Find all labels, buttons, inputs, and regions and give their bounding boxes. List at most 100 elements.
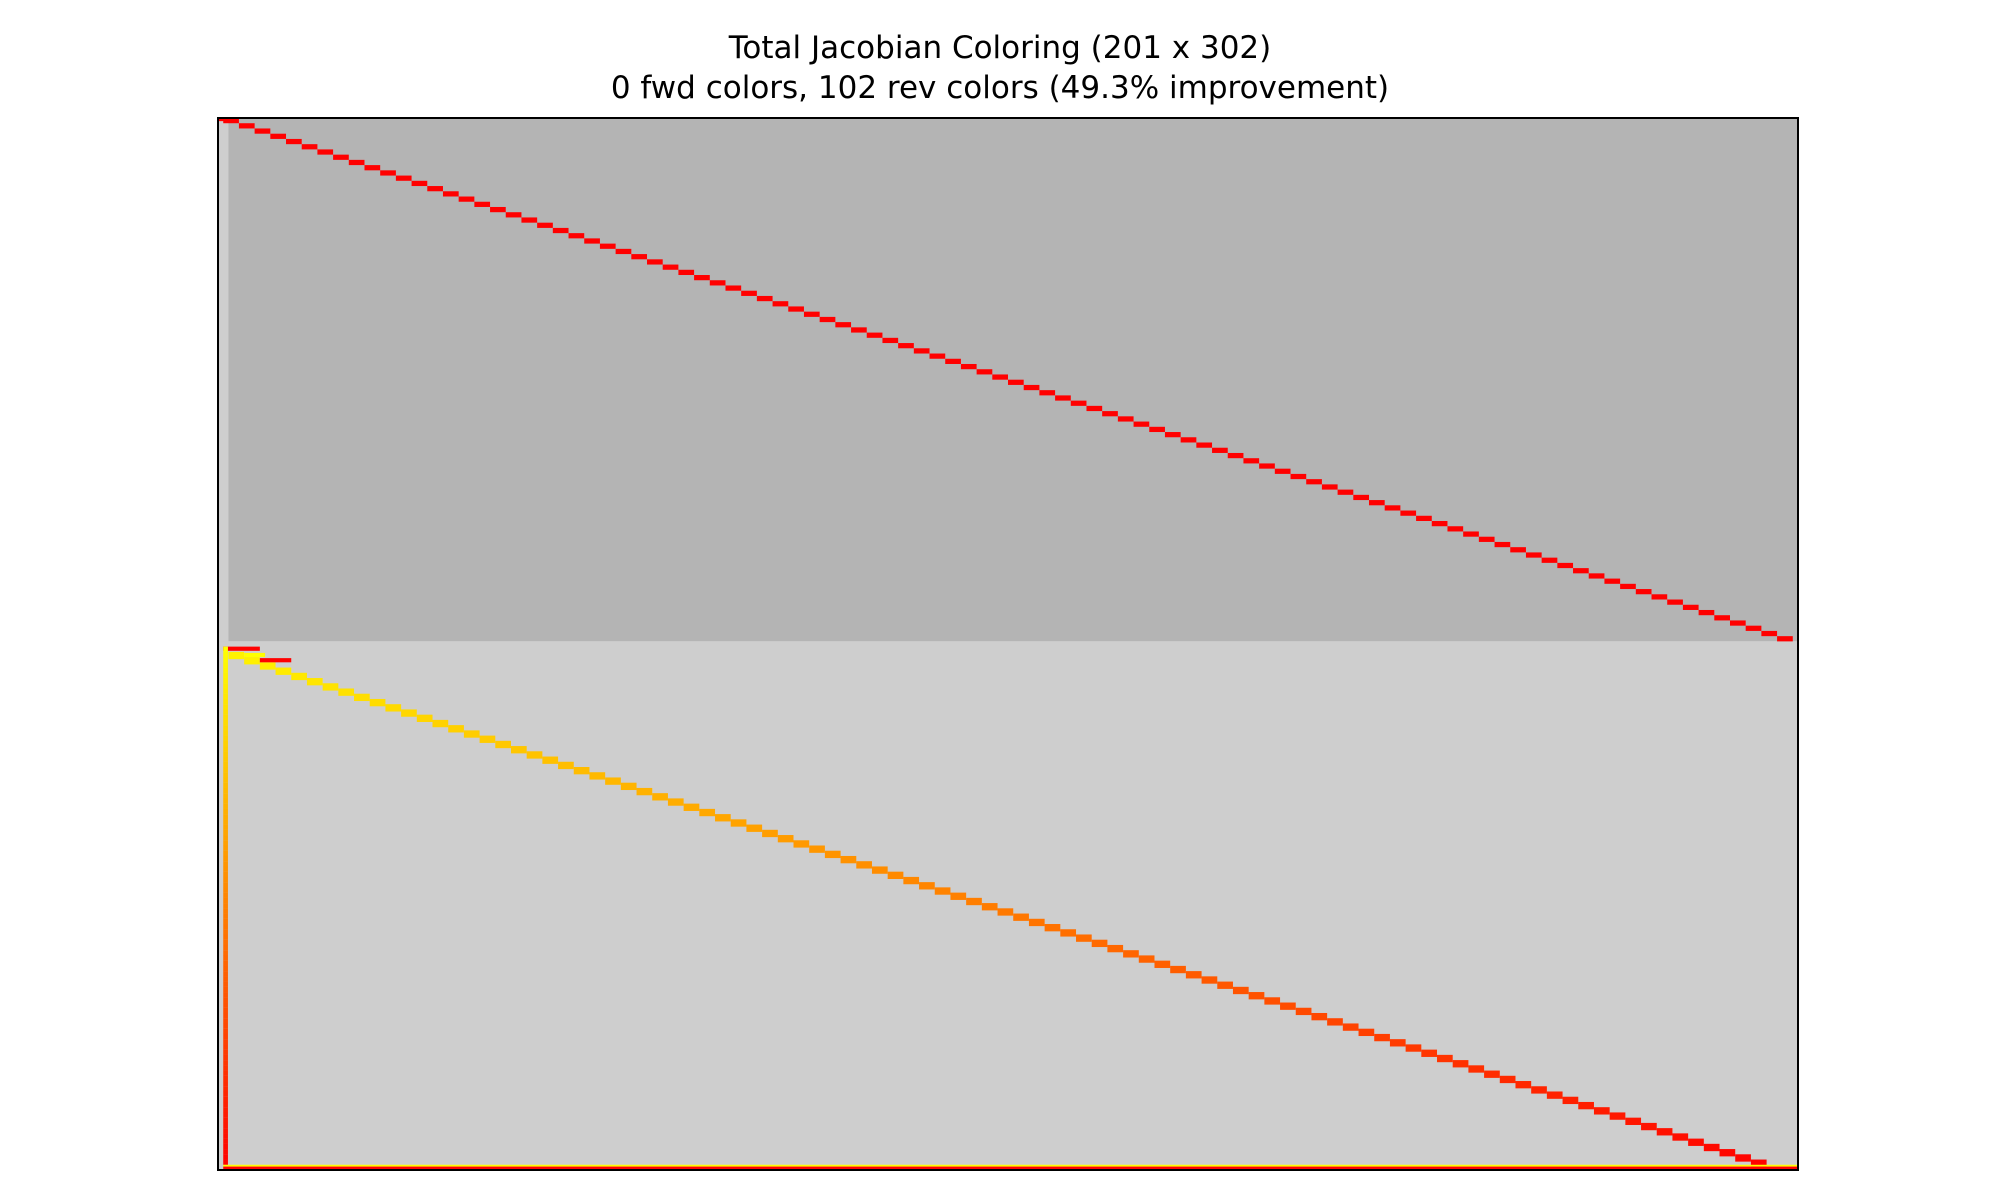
upper-diagonal-cell (1682, 604, 1699, 610)
first-column-cell (223, 871, 228, 878)
first-column-cell (223, 1018, 228, 1024)
upper-diagonal-cell (1541, 557, 1558, 563)
lower-diagonal-cell (1437, 1054, 1453, 1063)
first-column-cell (223, 934, 228, 940)
first-column-cell (223, 761, 228, 768)
lower-diagonal-cell (746, 824, 763, 832)
first-column-cell (223, 1039, 228, 1045)
first-column-cell (223, 1081, 228, 1087)
upper-diagonal-cell (1259, 463, 1275, 469)
upper-diagonal-cell (1149, 426, 1165, 433)
first-column-cell (223, 976, 228, 982)
lower-diagonal-cell (699, 808, 716, 817)
lower-diagonal-cell (259, 662, 276, 670)
first-column-cell (223, 855, 228, 862)
lower-diagonal-cell (1295, 1007, 1312, 1016)
lower-diagonal-cell (636, 787, 653, 796)
upper-diagonal-cell (521, 217, 538, 223)
upper-diagonal-cell (803, 311, 820, 317)
first-column-cell (223, 651, 228, 658)
upper-diagonal-cell (1761, 630, 1778, 637)
upper-diagonal-cell (1510, 547, 1526, 553)
first-column-cell (223, 882, 228, 888)
lower-diagonal-cell (887, 871, 904, 879)
upper-diagonal-cell (866, 332, 883, 338)
first-column-cell (223, 824, 228, 830)
lower-diagonal-cell (1546, 1091, 1563, 1099)
first-column-cell (223, 782, 228, 789)
upper-diagonal-cell (1400, 510, 1417, 516)
lower-diagonal-cell (1327, 1018, 1343, 1026)
lower-diagonal-cell (558, 761, 574, 770)
first-column-cell (223, 903, 228, 909)
upper-diagonal-cell (1573, 568, 1589, 574)
lower-diagonal-cell (1735, 1154, 1751, 1162)
first-column-cell (223, 1107, 228, 1113)
first-column-cell (223, 1133, 228, 1139)
nonzero-marks (218, 118, 1799, 1170)
upper-diagonal-cell (1447, 526, 1464, 532)
lower-diagonal-cell (683, 803, 700, 811)
lower-diagonal-cell (1201, 976, 1218, 984)
upper-diagonal-cell (1133, 421, 1150, 427)
lower-diagonal-cell (950, 892, 967, 900)
lower-diagonal-cell (840, 855, 857, 864)
upper-diagonal-cell (223, 118, 239, 124)
upper-diagonal-cell (882, 337, 899, 344)
first-column-cell (223, 960, 228, 966)
upper-diagonal-cell (1321, 484, 1338, 490)
first-column-cell (223, 1065, 228, 1071)
lower-diagonal-cell (1625, 1117, 1642, 1125)
lower-diagonal-cell (730, 819, 747, 827)
lower-diagonal-cell (1389, 1039, 1406, 1047)
upper-diagonal-cell (364, 165, 381, 171)
upper-diagonal-cell (1651, 594, 1668, 600)
upper-diagonal-cell (1023, 384, 1040, 391)
first-column-cell (223, 667, 228, 673)
lower-diagonal-cell (1515, 1081, 1532, 1089)
lower-diagonal-cell (1703, 1143, 1720, 1152)
first-column-cell (223, 887, 228, 893)
first-column-cell (223, 929, 228, 935)
upper-diagonal-cell (1368, 500, 1385, 506)
first-column-cell (223, 1086, 228, 1092)
lower-diagonal-cell (605, 777, 621, 785)
upper-diagonal-cell (819, 316, 836, 323)
lower-diagonal-cell (448, 725, 464, 733)
lower-diagonal-cell (338, 688, 355, 696)
lower-diagonal-cell (479, 735, 496, 743)
first-column-cell (223, 740, 228, 747)
first-column-cell (223, 688, 228, 694)
lower-diagonal-cell (1421, 1049, 1438, 1057)
upper-diagonal-cell (992, 374, 1008, 380)
first-column-cell (223, 1070, 228, 1076)
first-column-cell (223, 798, 228, 804)
first-column-cell (223, 672, 228, 679)
first-column-cell (223, 751, 228, 757)
lower-diagonal-cell (1484, 1070, 1500, 1078)
region-left-column-strip (218, 118, 229, 642)
lower-diagonal-cell (919, 882, 935, 890)
plot-frame (217, 117, 1799, 1171)
upper-diagonal-cell (756, 295, 773, 302)
upper-diagonal-cell (960, 363, 977, 370)
lower-diagonal-cell (1374, 1033, 1390, 1042)
first-column-cell (223, 829, 228, 836)
upper-diagonal-cell (490, 206, 506, 213)
upper-diagonal-cell (1243, 458, 1260, 464)
lower-diagonal-cell (1468, 1065, 1485, 1073)
upper-diagonal-cell (1604, 578, 1621, 584)
lower-diagonal-cell (1452, 1060, 1469, 1068)
first-column-cell (223, 981, 228, 987)
upper-diagonal-cell (741, 290, 757, 296)
chart-subtitle: 0 fwd colors, 102 rev colors (49.3% impr… (610, 70, 1390, 106)
upper-diagonal-cell (913, 348, 930, 354)
lower-diagonal-cell (223, 646, 260, 651)
lower-diagonal-cell (495, 740, 511, 749)
first-column-cell (223, 939, 228, 946)
lower-diagonal-cell (510, 746, 527, 754)
first-column-cell (223, 866, 228, 872)
first-column-cell (223, 1012, 228, 1019)
first-column-cell (223, 924, 228, 930)
upper-diagonal-cell (395, 175, 412, 181)
